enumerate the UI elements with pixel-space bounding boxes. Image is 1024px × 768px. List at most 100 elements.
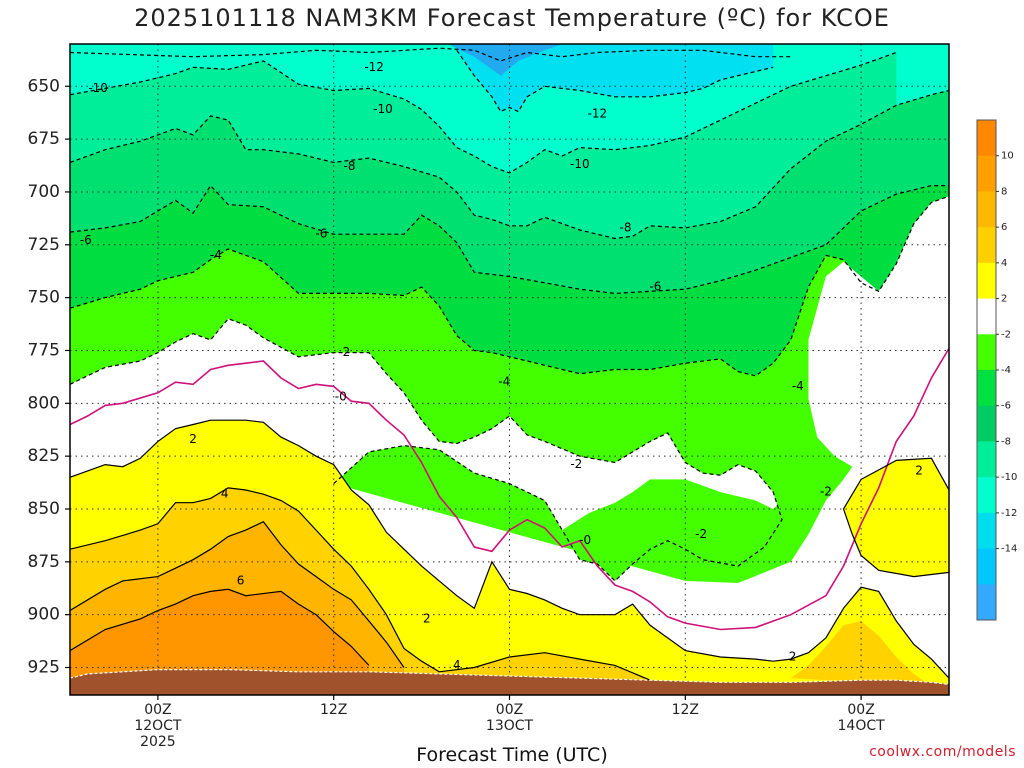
y-tick-label: 750 bbox=[28, 288, 60, 308]
contour-label: -2 bbox=[570, 457, 582, 471]
fill-very-cold bbox=[456, 44, 774, 112]
fill-green-lobe bbox=[421, 335, 826, 581]
x-tick-label: 12Z bbox=[672, 702, 699, 718]
contour-label: -4 bbox=[498, 375, 510, 389]
colorbar-label: 8 bbox=[1001, 186, 1007, 197]
contour-label: -2 bbox=[338, 345, 350, 359]
colorbar-label: -8 bbox=[1001, 436, 1011, 447]
chart-title: 2025101118 NAM3KM Forecast Temperature (… bbox=[134, 4, 890, 32]
y-tick-label: 900 bbox=[28, 605, 60, 625]
grid-lines bbox=[70, 44, 949, 695]
ground-terrain bbox=[70, 668, 949, 695]
contour-label: -8 bbox=[344, 159, 356, 173]
contour-label: -10 bbox=[88, 81, 108, 95]
x-tick-label: 00Z bbox=[847, 702, 874, 718]
x-tick-label: 13OCT bbox=[486, 718, 534, 734]
colorbar-label: 6 bbox=[1001, 222, 1007, 233]
contour-line-4 bbox=[70, 487, 651, 681]
contour-label: -0 bbox=[335, 389, 347, 403]
colorbar-swatch bbox=[977, 512, 996, 550]
x-tick-label: 14OCT bbox=[838, 718, 886, 734]
temperature-fill bbox=[70, 44, 949, 695]
fill-warm-4-east bbox=[790, 621, 932, 687]
contour-line--12 bbox=[70, 47, 791, 62]
contour-line-0 bbox=[70, 347, 949, 631]
contour-label: 4 bbox=[221, 487, 229, 501]
contour-label: -4 bbox=[792, 379, 804, 393]
y-axis: 650 675 700 725 750 775 800 825 850 875 900 925 bbox=[28, 76, 70, 678]
contour-label: 6 bbox=[237, 573, 245, 587]
colorbar-label: -14 bbox=[1001, 544, 1017, 555]
contour-label: -6 bbox=[315, 227, 327, 241]
contour-label: -6 bbox=[649, 280, 661, 294]
y-tick-label: 875 bbox=[28, 552, 60, 572]
contour-label: -10 bbox=[373, 102, 393, 116]
contour-line-2 bbox=[70, 419, 949, 679]
contour-label: -10 bbox=[570, 157, 590, 171]
colorbar-label: 2 bbox=[1001, 294, 1007, 305]
ground-fill bbox=[70, 669, 949, 695]
contour-line-2 bbox=[842, 457, 949, 578]
colorbar-swatch bbox=[977, 441, 996, 478]
contour-label: -2 bbox=[695, 527, 707, 541]
contour-label: 2 bbox=[915, 463, 923, 477]
colorbar-swatch bbox=[977, 120, 996, 157]
y-tick-label: 675 bbox=[28, 129, 60, 149]
contour-line--12 bbox=[456, 49, 774, 113]
colorbar-label: -10 bbox=[1001, 472, 1017, 483]
x-axis-label: Forecast Time (UTC) bbox=[416, 744, 608, 766]
x-tick-label: 12Z bbox=[320, 702, 347, 718]
y-tick-label: 650 bbox=[28, 76, 60, 96]
x-tick-label: 00Z bbox=[144, 702, 171, 718]
colorbar: 10 8 6 4 2 -2 -4 -6 -8 -10 -12 -14 bbox=[976, 119, 1017, 621]
y-tick-label: 700 bbox=[28, 182, 60, 202]
colorbar-swatch bbox=[977, 298, 996, 335]
colorbar-swatch bbox=[977, 548, 996, 585]
colorbar-swatch bbox=[977, 191, 996, 228]
contour-line--8 bbox=[70, 89, 949, 240]
contour-line--4 bbox=[70, 195, 949, 377]
contour-label: 2 bbox=[423, 611, 431, 625]
y-tick-label: 725 bbox=[28, 235, 60, 255]
colorbar-swatch bbox=[977, 334, 996, 371]
contour-label: -2 bbox=[820, 485, 832, 499]
x-tick-label: 00Z bbox=[496, 702, 523, 718]
contour-label: 2 bbox=[789, 649, 797, 663]
y-tick-label: 775 bbox=[28, 340, 60, 360]
contour-lines bbox=[70, 47, 949, 681]
colorbar-swatch bbox=[977, 405, 996, 442]
colorbar-swatch bbox=[977, 584, 996, 621]
contour-line-8 bbox=[70, 588, 370, 666]
fill-warm-8 bbox=[70, 589, 369, 695]
colorbar-label: 10 bbox=[1001, 151, 1014, 162]
contour-label: -12 bbox=[364, 60, 384, 74]
y-tick-label: 925 bbox=[28, 658, 60, 678]
contour-line--2 bbox=[70, 318, 783, 582]
contour-label: -12 bbox=[588, 106, 608, 120]
x-tick-label: 12OCT bbox=[134, 718, 182, 734]
colorbar-label: -12 bbox=[1001, 508, 1017, 519]
contour-line-6 bbox=[70, 520, 405, 668]
contour-label: 4 bbox=[453, 658, 461, 672]
colorbar-label: -2 bbox=[1001, 329, 1011, 340]
y-tick-label: 825 bbox=[28, 446, 60, 466]
colorbar-label: -6 bbox=[1001, 401, 1011, 412]
contour-label: -8 bbox=[620, 220, 632, 234]
colorbar-swatch bbox=[977, 227, 996, 264]
x-tick-label: 2025 bbox=[140, 734, 176, 750]
contour-line--6 bbox=[70, 184, 949, 295]
site-credit: coolwx.com/models bbox=[869, 744, 1016, 760]
contour-label: -6 bbox=[80, 233, 92, 247]
colorbar-swatch bbox=[977, 370, 996, 407]
contour-labels: -10 -12 -10 -12 -8 -10 -6 -6 -8 -4 -6 -2 -4 -4 -0 2 -2 -2… bbox=[80, 60, 923, 672]
fill-warm-2-east bbox=[843, 458, 949, 577]
y-tick-label: 850 bbox=[28, 499, 60, 519]
contour-label: -4 bbox=[210, 248, 222, 262]
ground-edge bbox=[70, 668, 949, 685]
colorbar-label: 4 bbox=[1001, 258, 1007, 269]
colorbar-swatch bbox=[977, 262, 996, 300]
y-tick-label: 800 bbox=[28, 393, 60, 413]
colorbar-swatch bbox=[977, 155, 996, 192]
